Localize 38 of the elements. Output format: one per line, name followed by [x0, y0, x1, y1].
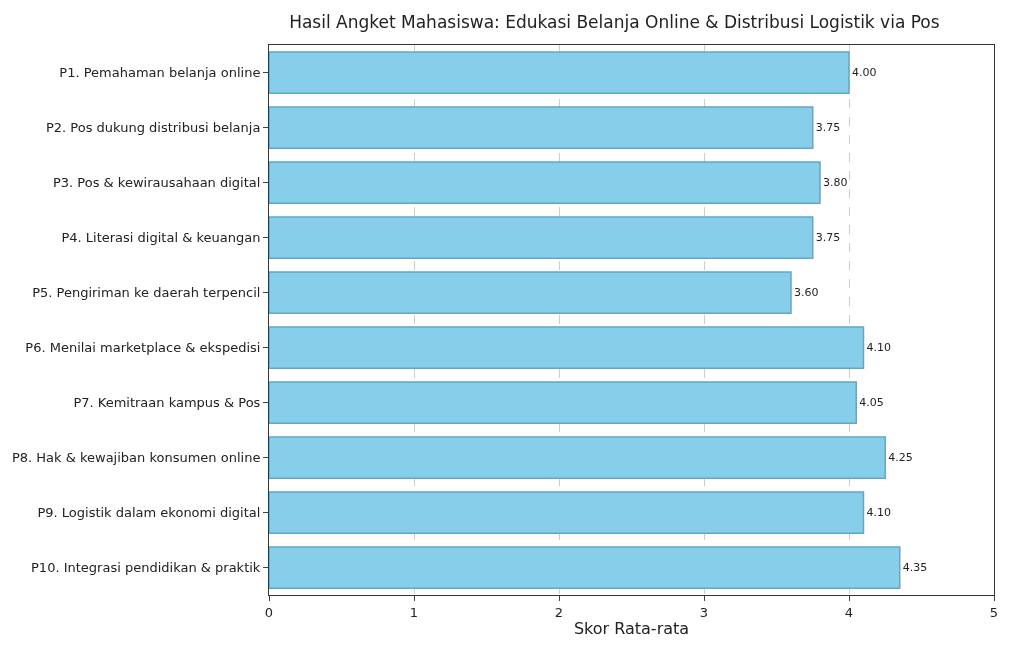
bar: [269, 436, 886, 479]
data-label: 3.75: [815, 121, 841, 135]
bar: [269, 51, 850, 94]
y-tick-label: P6. Menilai marketplace & ekspedisi: [25, 340, 261, 356]
data-label: 4.10: [866, 506, 891, 520]
data-label: 4.00: [852, 66, 877, 79]
y-tick-label: P9. Logistik dalam ekonomi digital: [37, 505, 261, 521]
y-tick-label: P7. Kemitraan kampus & Pos: [73, 395, 261, 411]
bar: [269, 161, 821, 204]
bar: [269, 326, 865, 369]
y-tick-label: P2. Pos dukung distribusi belanja: [45, 120, 261, 136]
bar: [269, 216, 814, 259]
x-tick-label: 5: [989, 604, 999, 620]
data-label: 3.80: [823, 176, 848, 190]
data-label: 4.10: [866, 341, 891, 355]
y-tick-label: P1. Pemahaman belanja online: [59, 65, 261, 81]
data-label: 3.75: [815, 231, 841, 245]
x-tick-label: 1: [409, 604, 419, 620]
x-tick-label: 4: [844, 604, 854, 620]
y-tick-label: P4. Literasi digital & keuangan: [61, 230, 261, 246]
data-label: 3.60: [794, 286, 819, 300]
bar: [269, 381, 857, 424]
bar: [269, 546, 901, 589]
x-tick-label: 2: [554, 604, 564, 620]
data-label: 4.35: [902, 561, 928, 575]
data-label: 4.05: [859, 396, 884, 410]
y-tick-label: P5. Pengiriman ke daerah terpencil: [32, 285, 261, 301]
y-tick-label: P10. Integrasi pendidikan & praktik: [31, 560, 261, 576]
y-tick-label: P8. Hak & kewajiban konsumen online: [11, 450, 261, 466]
data-label: 4.25: [888, 451, 913, 465]
x-axis-title: Skor Rata-rata: [573, 619, 690, 639]
y-tick-label: P3. Pos & kewirausahaan digital: [52, 175, 261, 191]
bar: [269, 271, 792, 314]
bar: [269, 106, 814, 149]
x-tick-label: 3: [699, 604, 709, 620]
bar: [269, 491, 865, 534]
x-tick-label: 0: [264, 604, 274, 620]
chart-title: Hasil Angket Mahasiswa: Edukasi Belanja Online & Distribusi Logistik via Pos: [289, 12, 940, 33]
